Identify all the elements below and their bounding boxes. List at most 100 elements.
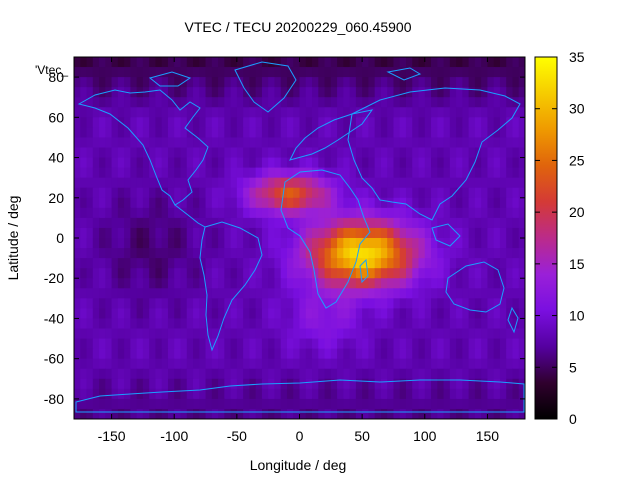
heatmap-cell	[161, 97, 169, 108]
heatmap-cell	[412, 67, 420, 78]
heatmap-cell	[167, 137, 175, 149]
heatmap-cell	[199, 107, 207, 118]
heatmap-cell	[318, 388, 326, 400]
heatmap-cell	[424, 207, 432, 219]
heatmap-cell	[393, 348, 401, 360]
heatmap-cell	[155, 248, 163, 259]
heatmap-cell	[387, 207, 395, 219]
heatmap-cell	[130, 358, 138, 370]
heatmap-cell	[211, 368, 219, 380]
heatmap-cell	[393, 87, 401, 98]
heatmap-cell	[368, 127, 376, 139]
heatmap-cell	[149, 328, 157, 340]
heatmap-cell	[236, 348, 244, 360]
heatmap-cell	[136, 298, 144, 309]
heatmap-cell	[443, 207, 451, 219]
heatmap-cell	[293, 328, 301, 340]
heatmap-cell	[299, 97, 307, 108]
heatmap-cell	[99, 268, 106, 279]
heatmap-cell	[92, 107, 100, 118]
heatmap-cell	[499, 107, 507, 118]
heatmap-cell	[86, 248, 94, 259]
heatmap-cell	[387, 258, 395, 269]
heatmap-cell	[431, 57, 438, 68]
heatmap-cell	[418, 197, 426, 209]
heatmap-cell	[462, 177, 470, 189]
heatmap-cell	[506, 348, 514, 360]
heatmap-cell	[362, 227, 369, 239]
heatmap-cell	[155, 77, 163, 88]
heatmap-cell	[111, 127, 119, 139]
heatmap-cell	[499, 217, 507, 229]
heatmap-cell	[437, 127, 445, 139]
heatmap-cell	[305, 157, 313, 169]
heatmap-cell	[99, 328, 106, 340]
heatmap-cell	[405, 77, 413, 88]
heatmap-cell	[412, 137, 420, 149]
heatmap-cell	[193, 388, 200, 400]
heatmap-cell	[167, 308, 175, 320]
heatmap-cell	[368, 348, 376, 360]
heatmap-cell	[111, 358, 119, 370]
heatmap-cell	[199, 97, 207, 108]
heatmap-cell	[211, 177, 219, 189]
heatmap-cell	[393, 127, 401, 139]
heatmap-cell	[261, 107, 269, 118]
heatmap-cell	[74, 328, 81, 340]
heatmap-cell	[380, 157, 388, 169]
heatmap-cell	[218, 328, 225, 340]
heatmap-cell	[155, 67, 163, 78]
heatmap-cell	[387, 268, 395, 279]
heatmap-cell	[149, 157, 157, 169]
heatmap-cell	[418, 298, 426, 309]
heatmap-cell	[399, 338, 407, 350]
heatmap-cell	[374, 137, 382, 149]
heatmap-cell	[161, 117, 169, 128]
heatmap-cell	[105, 288, 113, 299]
heatmap-cell	[174, 157, 182, 169]
heatmap-cell	[261, 358, 269, 370]
heatmap-cell	[261, 207, 269, 219]
heatmap-cell	[130, 278, 138, 289]
heatmap-cell	[449, 97, 457, 108]
heatmap-cell	[167, 117, 175, 128]
heatmap-cell	[224, 388, 232, 400]
heatmap-cell	[117, 217, 125, 229]
heatmap-cell	[142, 167, 150, 179]
heatmap-cell	[167, 318, 175, 330]
heatmap-cell	[437, 398, 445, 410]
heatmap-cell	[211, 107, 219, 118]
heatmap-cell	[268, 248, 276, 259]
heatmap-cell	[318, 127, 326, 139]
heatmap-cell	[474, 187, 482, 199]
heatmap-cell	[167, 408, 175, 419]
heatmap-cell	[368, 177, 376, 189]
heatmap-cell	[449, 338, 457, 350]
heatmap-cell	[167, 348, 175, 360]
heatmap-cell	[80, 67, 88, 78]
heatmap-cell	[499, 398, 507, 410]
heatmap-cell	[199, 248, 207, 259]
heatmap-cell	[468, 268, 476, 279]
heatmap-cell	[255, 318, 263, 330]
heatmap-cell	[80, 217, 88, 229]
heatmap-cell	[92, 268, 100, 279]
heatmap-cell	[499, 298, 507, 309]
heatmap-cell	[393, 187, 401, 199]
heatmap-cell	[268, 408, 276, 419]
heatmap-cell	[161, 378, 169, 390]
heatmap-cell	[255, 288, 263, 299]
heatmap-cell	[518, 77, 525, 88]
coastline-asia	[347, 87, 521, 221]
heatmap-cell	[280, 77, 288, 88]
heatmap-cell	[405, 238, 413, 249]
heatmap-cell	[343, 227, 351, 239]
heatmap-cell	[493, 67, 501, 78]
heatmap-cell	[74, 177, 81, 189]
heatmap-cell	[230, 127, 238, 139]
heatmap-cell	[499, 348, 507, 360]
heatmap-cell	[174, 107, 182, 118]
heatmap-cell	[249, 398, 257, 410]
heatmap-cell	[205, 348, 213, 360]
